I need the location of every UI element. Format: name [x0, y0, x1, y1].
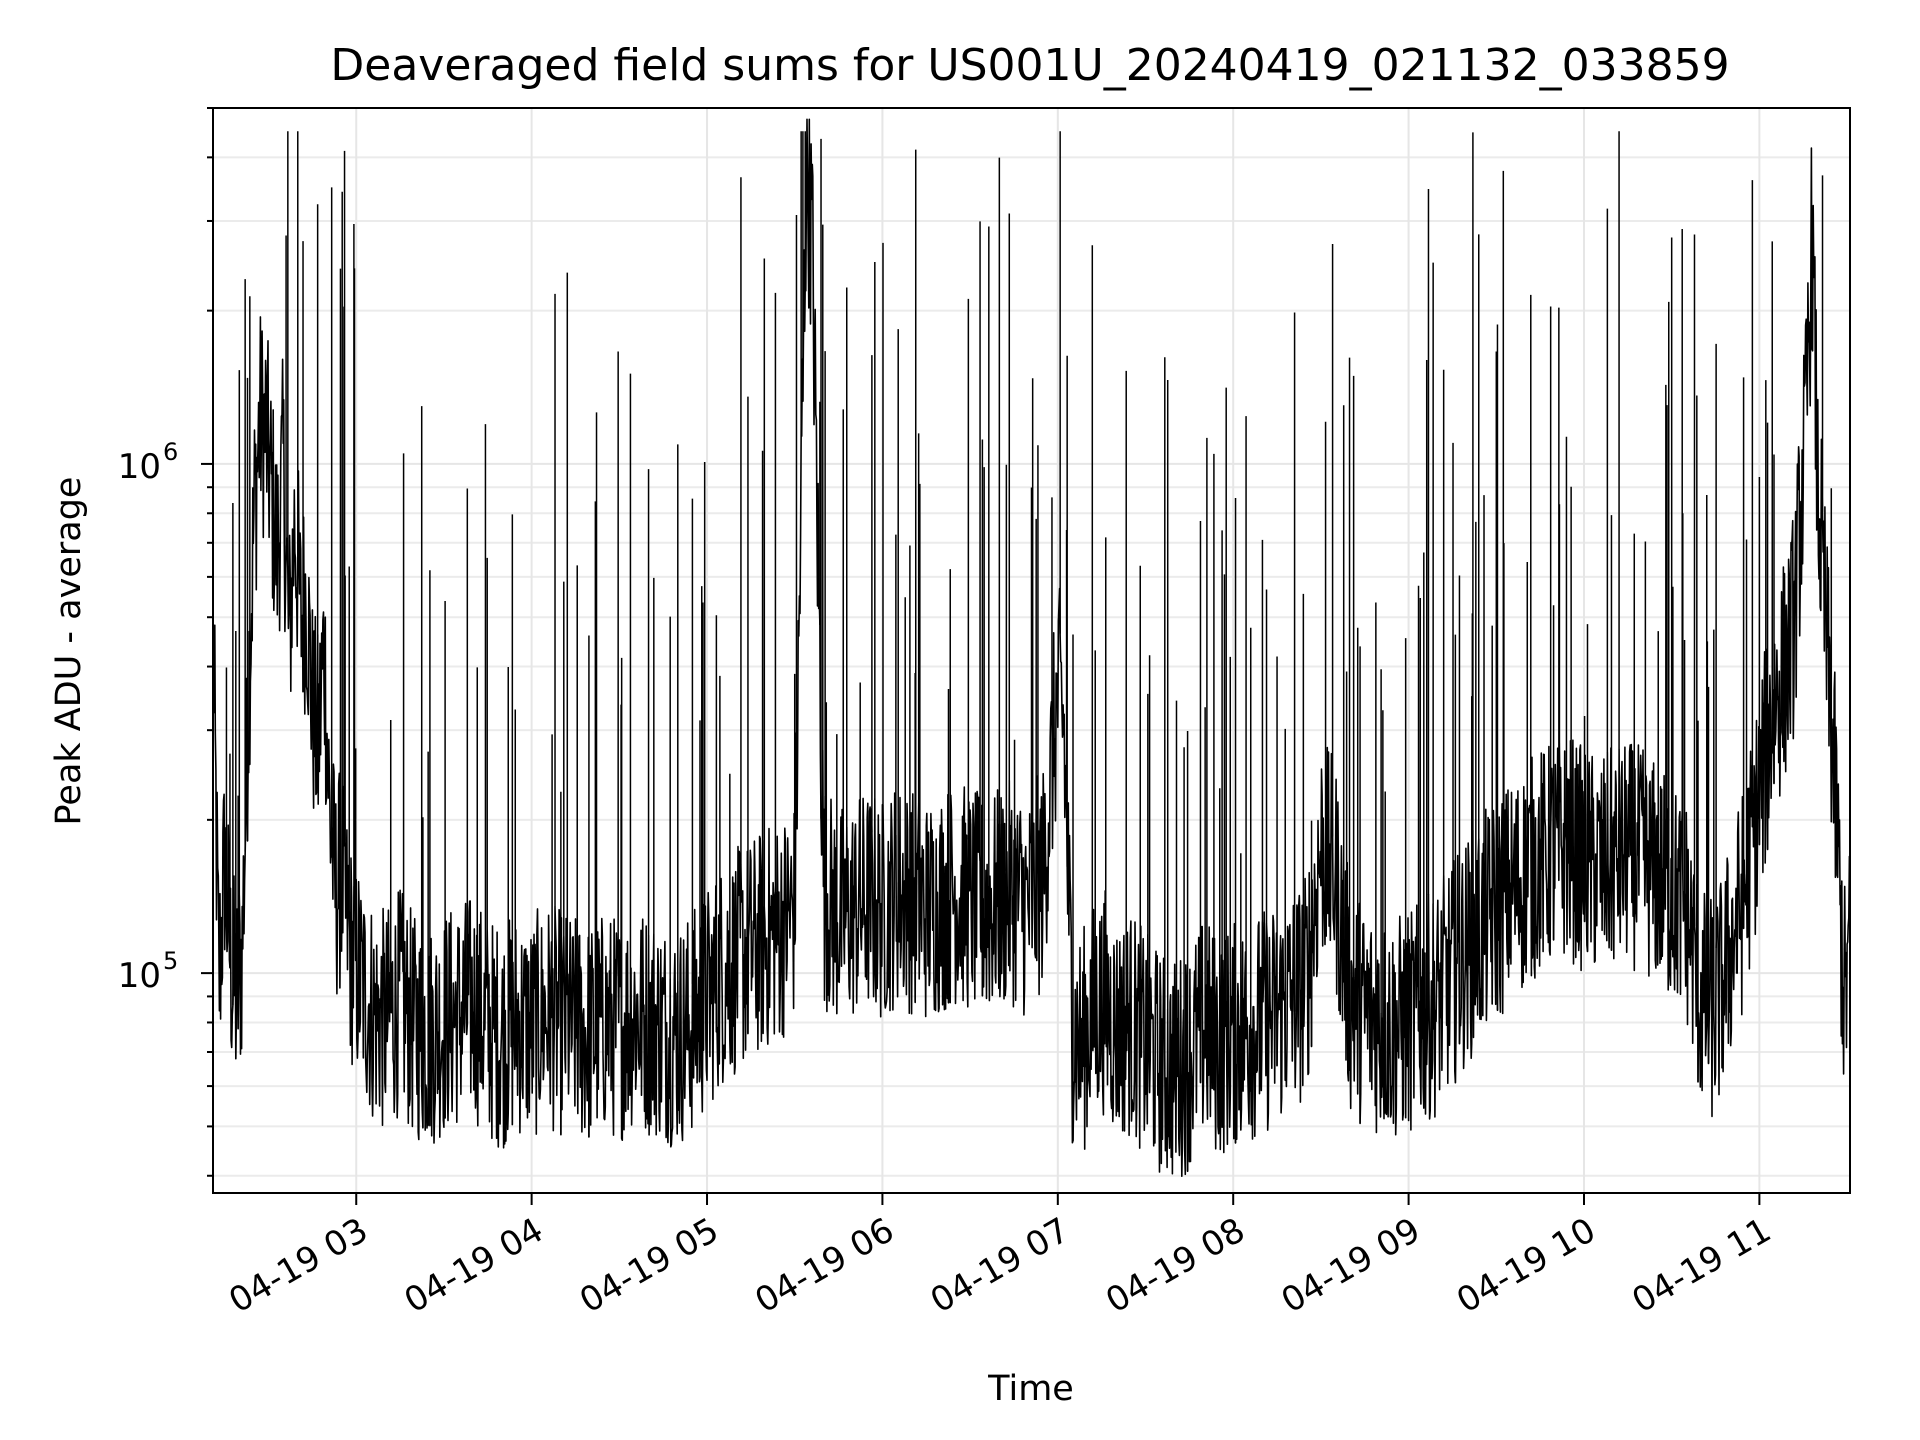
- series-line: [212, 118, 1851, 1177]
- y-tick-exponent: 6: [163, 438, 178, 466]
- y-tick-label: 10: [118, 447, 161, 487]
- x-axis-label: Time: [987, 1369, 1074, 1409]
- plot-frame: [212, 107, 1851, 1194]
- noise-spikes: [225, 131, 1833, 1172]
- y-tick-exponent: 5: [163, 947, 178, 975]
- chart-title: Deaveraged field sums for US001U_2024041…: [330, 40, 1729, 91]
- y-axis-label: Peak ADU - average: [49, 477, 89, 826]
- y-tick-label: 10: [118, 956, 161, 996]
